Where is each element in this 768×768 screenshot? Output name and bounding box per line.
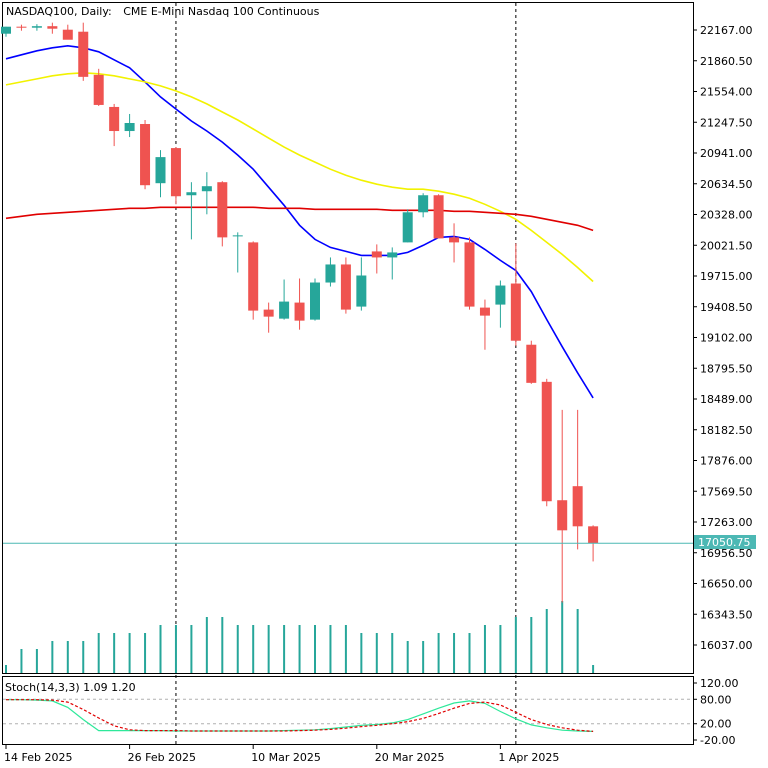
stoch-tick-label: 120.00	[700, 677, 739, 690]
candle-body	[572, 486, 583, 527]
price-tick-label: 17876.00	[700, 455, 753, 468]
price-tick-label: 18182.50	[700, 424, 753, 437]
candle-body	[526, 344, 537, 383]
candle-body	[387, 252, 398, 258]
candle-body	[310, 282, 320, 320]
price-tick-label: 17263.00	[700, 516, 753, 529]
price-tick-label: 19715.00	[700, 270, 753, 283]
price-tick-label: 21554.00	[700, 86, 753, 99]
candle-body	[263, 309, 274, 317]
candle-body	[557, 500, 568, 531]
candle-body	[418, 195, 429, 213]
price-tick-label: 18795.50	[700, 362, 753, 375]
candle-body	[294, 302, 305, 321]
moving-average-line	[5, 206, 594, 232]
stoch-signal-line	[6, 699, 594, 732]
candle-body	[495, 285, 506, 305]
candle-body	[510, 283, 521, 341]
candle-body	[201, 186, 212, 192]
time-tick-label: 26 Feb 2025	[128, 751, 196, 764]
stoch-tick-label: 80.00	[700, 693, 732, 706]
candle-body	[62, 29, 73, 40]
candle-body	[78, 31, 89, 77]
candle-body	[170, 148, 181, 197]
time-tick-label: 1 Apr 2025	[498, 751, 559, 764]
candle-body	[248, 242, 259, 311]
candle-body	[279, 301, 290, 319]
candle-body	[155, 157, 166, 184]
candle-body	[433, 195, 444, 239]
price-tick-label: 21247.50	[700, 116, 753, 129]
price-tick-label: 19408.50	[700, 301, 753, 314]
price-tick-label: 21860.50	[700, 55, 753, 68]
stoch-tick-label: -20.00	[700, 734, 735, 747]
candle-body	[124, 123, 135, 132]
candle-body	[186, 192, 197, 196]
price-tick-label: 16650.00	[700, 578, 753, 591]
symbol-description: CME E-Mini Nasdaq 100 Continuous	[123, 5, 319, 18]
volume-bars	[5, 601, 595, 673]
stochastic-oscillator	[3, 698, 693, 732]
candle-body	[464, 242, 475, 307]
price-tick-label: 20941.00	[700, 147, 753, 160]
time-tick-label: 14 Feb 2025	[4, 751, 72, 764]
price-tick-label: 19102.00	[700, 332, 753, 345]
price-tick-label: 17569.50	[700, 485, 753, 498]
candle-body	[93, 74, 104, 105]
candle-body	[325, 264, 336, 283]
price-tick-label: 20634.50	[700, 178, 753, 191]
symbol-label: NASDAQ100, Daily:	[6, 5, 112, 18]
stoch-axis: 120.00 80.00 20.00 -20.00	[693, 677, 739, 747]
stoch-tick-label: 20.00	[700, 718, 732, 731]
candle-body	[449, 237, 460, 243]
candle-body	[479, 307, 490, 316]
candle-body	[588, 526, 599, 544]
price-tick-label: 16956.50	[700, 547, 753, 560]
candle-body	[109, 106, 120, 132]
time-axis: 14 Feb 2025 26 Feb 2025 10 Mar 2025 20 Mar …	[4, 744, 559, 764]
candle-body	[140, 124, 151, 186]
current-price-label: 17050.75	[698, 536, 751, 549]
price-tick-label: 18489.00	[700, 393, 753, 406]
current-price-label-bg	[694, 535, 756, 549]
price-axis: 22167.00 21860.50 21554.00 21247.50 20941.00…	[693, 24, 753, 652]
price-tick-label: 20328.00	[700, 209, 753, 222]
stoch-label: Stoch(14,3,3) 1.09 1.20	[5, 681, 136, 694]
time-tick-label: 10 Mar 2025	[251, 751, 321, 764]
price-tick-label: 22167.00	[700, 24, 753, 37]
candle-body	[371, 251, 382, 258]
candle-body	[16, 26, 27, 28]
candle-body	[217, 182, 228, 238]
candle-body	[340, 264, 351, 310]
candlesticks[interactable]	[1, 22, 599, 603]
price-tick-label: 20021.50	[700, 239, 753, 252]
candle-body	[541, 381, 552, 502]
candle-body	[47, 26, 58, 29]
chart-title: NASDAQ100, Daily: CME E-Mini Nasdaq 100 …	[6, 5, 320, 18]
candle-body	[1, 26, 11, 34]
candle-body	[402, 212, 413, 243]
price-tick-label: 16037.00	[700, 639, 753, 652]
candle-body	[356, 275, 367, 307]
moving-average-line	[5, 71, 594, 283]
price-tick-label: 16343.50	[700, 608, 753, 621]
moving-averages	[5, 44, 594, 399]
candle-body	[232, 235, 243, 237]
time-tick-label: 20 Mar 2025	[375, 751, 445, 764]
candle-body	[31, 26, 42, 28]
moving-average-line	[5, 44, 594, 399]
stoch-panel-frame	[2, 676, 694, 745]
